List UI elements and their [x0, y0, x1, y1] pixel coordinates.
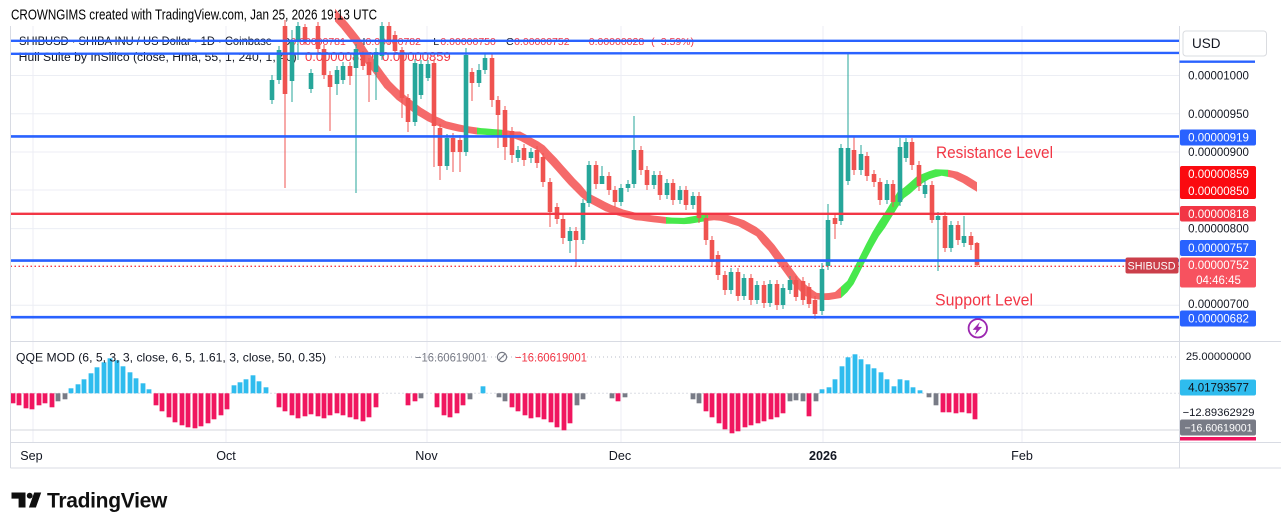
svg-text:0.00001000: 0.00001000 [1188, 71, 1249, 83]
svg-text:SHIBUSD: SHIBUSD [1128, 261, 1176, 273]
svg-text:25.00000000: 25.00000000 [1186, 351, 1251, 363]
svg-text:QQE MOD (6, 5, 3, 3, close, 6,: QQE MOD (6, 5, 3, 3, close, 6, 5, 1.61, … [16, 351, 326, 365]
svg-text:−16.60619001: −16.60619001 [1184, 423, 1252, 435]
svg-text:0.00000850: 0.00000850 [1188, 186, 1249, 198]
svg-text:CROWNGIMS created with Trading: CROWNGIMS created with TradingView.com, … [11, 7, 377, 24]
svg-text:−16.60619001: −16.60619001 [515, 351, 587, 365]
svg-text:Hull Suite by InSilico (close,: Hull Suite by InSilico (close, Hma, 55, … [19, 52, 297, 64]
svg-text:−16.60619001: −16.60619001 [415, 351, 487, 365]
svg-text:0.00000752: 0.00000752 [1188, 260, 1249, 272]
svg-text:0.00000859: 0.00000859 [382, 49, 451, 64]
svg-text:0.00000800: 0.00000800 [1188, 224, 1249, 236]
svg-text:0.00000950: 0.00000950 [1188, 109, 1249, 121]
svg-text:−12.89362929: −12.89362929 [1183, 407, 1255, 419]
svg-text:Nov: Nov [415, 449, 438, 463]
svg-text:Dec: Dec [609, 449, 631, 463]
svg-text:0.00000757: 0.00000757 [1188, 243, 1249, 255]
svg-text:0.00000818: 0.00000818 [1188, 209, 1249, 221]
svg-text:USD: USD [1192, 36, 1221, 51]
svg-text:4.01793577: 4.01793577 [1188, 383, 1249, 395]
svg-text:0.00000700: 0.00000700 [1188, 299, 1249, 311]
svg-text:TradingView: TradingView [47, 490, 168, 513]
svg-text:Sep: Sep [20, 449, 42, 463]
svg-text:Support Level: Support Level [935, 292, 1033, 310]
svg-text:Oct: Oct [216, 449, 236, 463]
svg-text:0.00000900: 0.00000900 [1188, 147, 1249, 159]
svg-text:0.00000919: 0.00000919 [1188, 133, 1249, 145]
svg-text:2026: 2026 [809, 449, 837, 463]
svg-text:0.00000682: 0.00000682 [1188, 314, 1249, 326]
svg-text:0.00000859: 0.00000859 [1188, 169, 1249, 181]
svg-text:04:46:45: 04:46:45 [1196, 275, 1241, 287]
svg-text:Resistance Level: Resistance Level [936, 144, 1053, 162]
svg-text:Feb: Feb [1011, 449, 1033, 463]
